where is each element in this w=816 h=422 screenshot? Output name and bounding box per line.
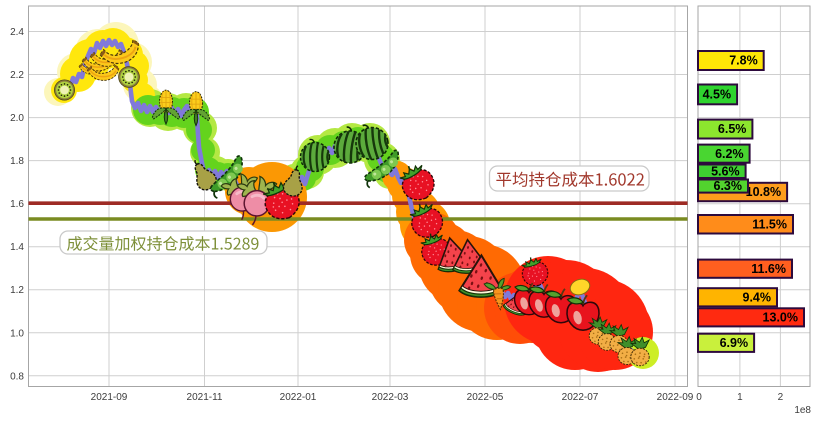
svg-text:1.0: 1.0 — [10, 328, 24, 339]
svg-text:1e8: 1e8 — [794, 405, 811, 416]
svg-text:1.4: 1.4 — [10, 242, 24, 253]
svg-text:5.6%: 5.6% — [711, 164, 740, 178]
svg-text:0.8: 0.8 — [10, 371, 24, 382]
svg-text:2021-09: 2021-09 — [91, 392, 128, 403]
svg-text:1.2: 1.2 — [10, 285, 24, 296]
svg-text:2022-03: 2022-03 — [372, 392, 409, 403]
svg-text:0: 0 — [696, 392, 702, 403]
svg-text:11.5%: 11.5% — [752, 217, 787, 231]
svg-text:2: 2 — [778, 392, 784, 403]
svg-text:13.0%: 13.0% — [763, 311, 798, 325]
svg-text:2022-05: 2022-05 — [467, 392, 504, 403]
svg-text:2022-01: 2022-01 — [280, 392, 317, 403]
svg-text:1.8: 1.8 — [10, 156, 24, 167]
svg-text:6.9%: 6.9% — [720, 336, 749, 350]
svg-text:1: 1 — [737, 392, 743, 403]
svg-text:6.5%: 6.5% — [718, 122, 747, 136]
svg-text:1.6: 1.6 — [10, 199, 24, 210]
svg-text:6.2%: 6.2% — [715, 147, 744, 161]
svg-text:7.8%: 7.8% — [729, 54, 758, 68]
svg-text:11.6%: 11.6% — [751, 262, 786, 276]
svg-text:2022-07: 2022-07 — [562, 392, 599, 403]
svg-text:2022-09: 2022-09 — [657, 392, 694, 403]
svg-text:2.0: 2.0 — [10, 113, 24, 124]
svg-text:6.3%: 6.3% — [714, 179, 743, 193]
svg-text:4.5%: 4.5% — [703, 88, 732, 102]
svg-text:10.8%: 10.8% — [746, 185, 781, 199]
svg-text:9.4%: 9.4% — [743, 291, 772, 305]
svg-text:2021-11: 2021-11 — [187, 392, 223, 403]
svg-text:2.4: 2.4 — [10, 27, 24, 38]
svg-text:2.2: 2.2 — [10, 70, 24, 81]
